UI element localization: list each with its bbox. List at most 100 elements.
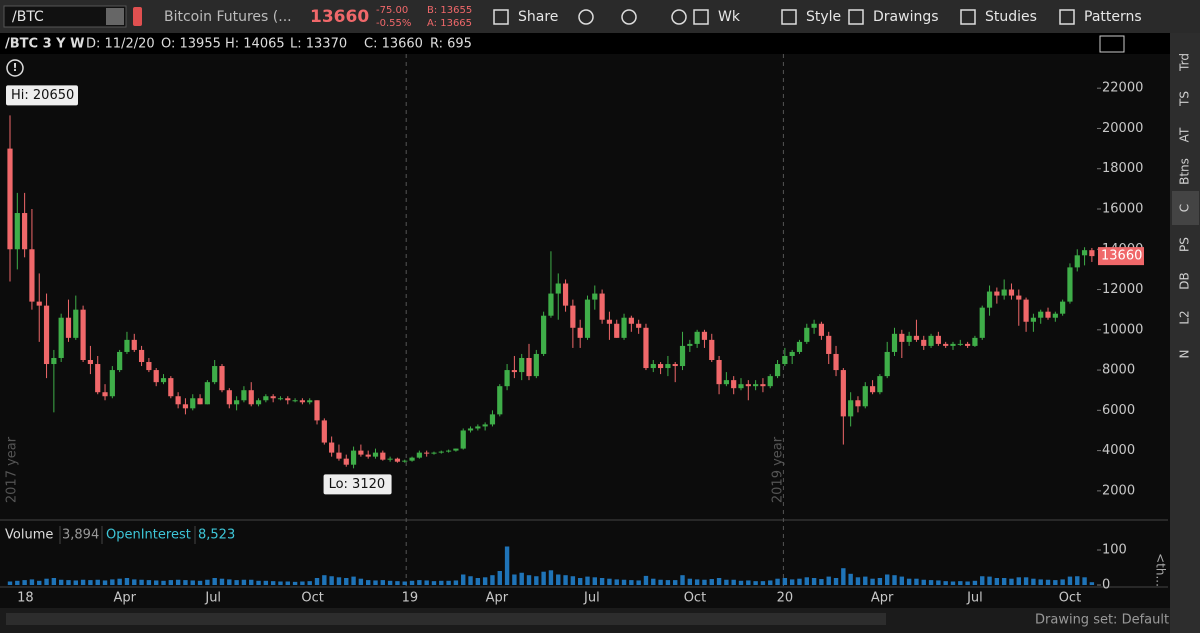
candle-body: [241, 390, 247, 401]
symbol: /BTC: [12, 9, 44, 25]
candle-body: [43, 305, 50, 365]
candle-body: [628, 317, 634, 324]
candle-body: [862, 386, 868, 407]
candle-body: [994, 291, 1000, 296]
candle-body: [87, 360, 94, 365]
toolbar-button[interactable]: Style: [806, 9, 841, 25]
chart-settings-icon[interactable]: [1099, 35, 1125, 53]
candle-body: [555, 283, 561, 294]
volume-bar: [490, 575, 495, 585]
toolbar-button[interactable]: Drawings: [873, 9, 939, 25]
alert-icon[interactable]: [6, 59, 24, 77]
candle-body: [394, 458, 401, 462]
side-tab[interactable]: L2: [1178, 310, 1192, 324]
volume-bar: [409, 580, 415, 585]
volume-bar: [461, 574, 466, 585]
candle-body: [372, 452, 379, 457]
candle-body: [1081, 250, 1088, 256]
candle-body: [599, 293, 605, 320]
toolbar-icon[interactable]: [578, 9, 594, 25]
volume-bar: [746, 580, 751, 585]
candle-body: [811, 323, 817, 328]
candle-body: [1038, 311, 1044, 318]
volume-bar: [263, 580, 269, 585]
volume-bar: [482, 577, 488, 585]
volume-bar: [870, 578, 875, 585]
volume-bar: [1060, 579, 1065, 585]
toolbar-icon[interactable]: [671, 9, 687, 25]
toolbar-button[interactable]: Share: [518, 9, 558, 25]
volume-bar: [205, 579, 210, 585]
candle-body: [562, 283, 569, 306]
scrollbar[interactable]: [6, 613, 886, 625]
volume-bar: [395, 581, 400, 585]
candle-body: [774, 364, 781, 377]
side-tab[interactable]: Trd: [1178, 53, 1192, 72]
volume-bar: [329, 576, 334, 585]
info-field: O: 13955: [161, 37, 221, 52]
drawing-set[interactable]: Drawing set: Default: [1035, 613, 1169, 628]
volume-bar: [183, 580, 188, 585]
volume-bar: [307, 581, 312, 585]
volume-bar: [234, 580, 239, 585]
candle-body: [921, 339, 927, 346]
toolbar-button-icon: [960, 9, 976, 25]
candle-body: [109, 370, 115, 397]
side-tab[interactable]: AT: [1178, 127, 1192, 142]
volume-bar: [212, 578, 217, 585]
candle-body: [424, 452, 430, 454]
volume-bar: [7, 581, 13, 585]
candle-body: [219, 366, 225, 391]
candle-body: [482, 424, 488, 427]
volume-tick-label: 0: [1102, 578, 1110, 593]
x-tick-label: Oct: [684, 591, 706, 606]
volume-bar: [702, 579, 707, 585]
side-tab[interactable]: PS: [1178, 237, 1192, 252]
volume-bar: [1075, 576, 1080, 585]
volume-bar: [380, 580, 386, 585]
candle-body: [168, 378, 174, 397]
volume-bar: [687, 578, 693, 585]
candle-body: [387, 458, 393, 460]
volume-bar: [987, 576, 992, 585]
side-tab[interactable]: C: [1178, 204, 1192, 212]
volume-bar: [658, 579, 663, 585]
candle-body: [277, 398, 284, 400]
volume-bar: [950, 581, 956, 585]
volume-bar: [322, 575, 327, 585]
candle-body: [1045, 311, 1051, 318]
toolbar-button[interactable]: Wk: [718, 9, 741, 25]
volume-bar: [373, 580, 378, 585]
side-tab[interactable]: Btns: [1178, 158, 1192, 185]
toolbar-button[interactable]: Patterns: [1084, 9, 1142, 25]
volume-bar: [899, 576, 905, 585]
side-tab[interactable]: DB: [1178, 272, 1192, 289]
candle-body: [899, 333, 905, 342]
volume-bar: [512, 574, 517, 585]
x-tick-label: Jul: [583, 591, 600, 606]
side-tab[interactable]: TS: [1178, 91, 1192, 107]
volume-bar: [833, 578, 839, 585]
volume-bar: [965, 581, 970, 585]
volume-bar: [629, 580, 634, 585]
candle-body: [402, 460, 408, 462]
toolbar-icon[interactable]: [621, 9, 637, 25]
symbol-box[interactable]: [3, 5, 127, 28]
candle-body: [672, 364, 678, 367]
toolbar-button[interactable]: Studies: [985, 9, 1037, 25]
volume-bar: [972, 580, 978, 585]
candle-body: [1023, 299, 1029, 322]
symbol-dropdown[interactable]: [106, 8, 124, 25]
candle-body: [453, 448, 459, 451]
candle-body: [102, 392, 108, 397]
price-axis: [1097, 54, 1167, 520]
volume-bar: [877, 578, 883, 585]
candle-body: [409, 457, 415, 461]
link-icon[interactable]: [133, 7, 142, 26]
info-field: C: 13660: [364, 37, 423, 52]
candle-body: [804, 327, 810, 342]
volume-bar: [526, 575, 532, 585]
volume-bar: [51, 578, 57, 585]
side-tab[interactable]: N: [1178, 350, 1192, 359]
volume-bar: [336, 577, 342, 585]
